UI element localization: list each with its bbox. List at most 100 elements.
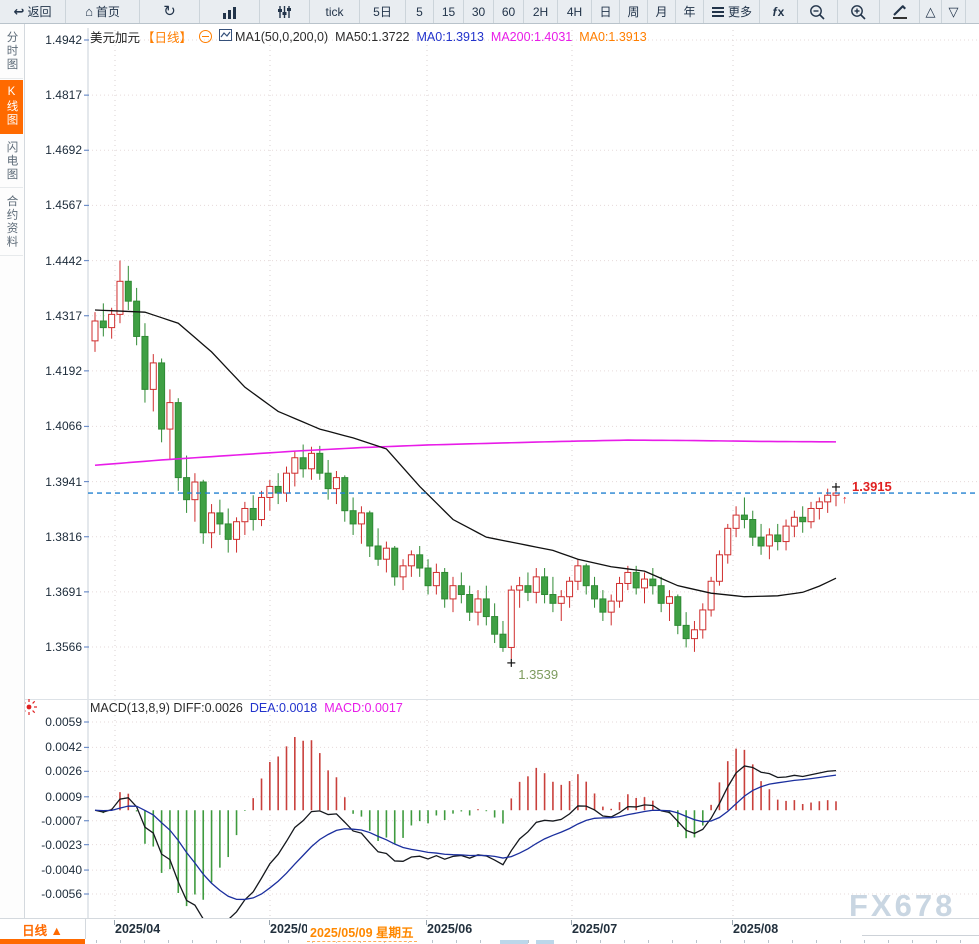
tab-kline-chart[interactable]: K线图 — [0, 79, 23, 134]
period-month-button[interactable]: 月 — [648, 0, 676, 23]
period-15-button[interactable]: 15 — [434, 0, 464, 23]
watermark: FX678 — [849, 888, 956, 923]
bar-chart-button[interactable] — [200, 0, 260, 23]
scrollbar-active-segment[interactable] — [0, 939, 85, 944]
scrollbar-thumb[interactable] — [536, 940, 554, 944]
draw-button[interactable] — [880, 0, 920, 23]
candle — [665, 596, 673, 604]
scrollbar-tick — [120, 940, 121, 943]
candle — [249, 507, 257, 521]
candle — [807, 507, 815, 523]
zoom-in-button[interactable] — [838, 0, 880, 23]
period-selector[interactable]: 日线 ▲ — [0, 919, 86, 939]
candle — [682, 624, 690, 640]
period-30-button[interactable]: 30 — [464, 0, 494, 23]
divider — [862, 935, 979, 936]
candle — [191, 481, 199, 501]
candle — [399, 565, 407, 578]
back-icon: ↩ — [13, 4, 25, 19]
scroll-down-button[interactable]: ▽ — [942, 0, 966, 23]
ma-settings: MA1(50,0,200,0) — [235, 29, 329, 44]
tab-contract-info[interactable]: 合约资料 — [0, 189, 23, 256]
period-year-button[interactable]: 年 — [676, 0, 704, 23]
scroll-up-button[interactable]: △ — [920, 0, 942, 23]
ma0-orange-value: MA0:1.3913 — [579, 29, 647, 44]
candle — [790, 516, 798, 527]
macd-histogram — [102, 736, 837, 907]
period-5d-button[interactable]: 5日 — [360, 0, 406, 23]
scrollbar-tick — [240, 940, 241, 943]
refresh-button[interactable]: ↻ — [140, 0, 200, 23]
home-button[interactable]: ⌂ 首页 — [66, 0, 140, 23]
candle — [824, 494, 832, 503]
period-week-button[interactable]: 周 — [620, 0, 648, 23]
candle — [349, 510, 357, 525]
y-axis-label: 1.3941 — [45, 474, 82, 489]
candle — [208, 512, 216, 534]
scrollbar-tick — [432, 940, 433, 943]
tab-time-chart[interactable]: 分时图 — [0, 25, 23, 79]
candle — [174, 402, 182, 479]
scrollbar-thumb[interactable] — [500, 940, 528, 944]
candle — [657, 585, 665, 604]
candle — [749, 519, 757, 538]
back-button[interactable]: ↩ 返回 — [0, 0, 66, 23]
up-arrow-marker: ↑ — [842, 494, 848, 506]
collapse-icon[interactable] — [199, 30, 213, 43]
candle — [216, 512, 224, 525]
tick-button[interactable]: tick — [310, 0, 360, 23]
candle — [424, 567, 432, 587]
candle — [724, 527, 732, 556]
period-day-button[interactable]: 日 — [592, 0, 620, 23]
candle — [341, 477, 349, 512]
x-axis-label: 2025/0 — [270, 922, 309, 936]
period-2h-button[interactable]: 2H — [524, 0, 558, 23]
candle — [441, 571, 449, 600]
scrollbar-tick — [672, 940, 673, 943]
top-toolbar: ↩ 返回 ⌂ 首页 ↻ tick 5日 5 15 30 60 2H 4H 日周月年更多 fx △ ▽ — [0, 0, 979, 24]
scrollbar-tick — [960, 940, 961, 943]
macd-diff-value: MACD(13,8,9) DIFF:0.0026 — [90, 701, 243, 715]
macd-y-axis-label: 0.0042 — [45, 740, 82, 755]
candle — [457, 585, 465, 596]
zoom-out-button[interactable] — [798, 0, 838, 23]
y-axis-label: 1.4692 — [45, 143, 82, 158]
scrollbar-tick — [816, 940, 817, 943]
period-60-button[interactable]: 60 — [494, 0, 524, 23]
candle — [699, 609, 707, 631]
macd-y-axis-label: -0.0056 — [41, 887, 82, 901]
candle — [282, 472, 290, 494]
more-button[interactable]: 更多 — [704, 0, 760, 23]
x-axis-label: 2025/04 — [115, 922, 161, 936]
candle — [599, 598, 607, 613]
candle-chart-icon — [277, 5, 292, 19]
fx-button[interactable]: fx — [760, 0, 798, 23]
period-5-button[interactable]: 5 — [406, 0, 434, 23]
candle-chart-button[interactable] — [260, 0, 310, 23]
ma-chart-icon[interactable] — [219, 29, 233, 44]
macd-header: MACD(13,8,9) DIFF:0.0026 DEA:0.0018 MACD… — [90, 701, 403, 715]
y-axis-label: 1.4817 — [45, 88, 82, 103]
candle — [765, 534, 773, 547]
gridlines — [0, 28, 979, 918]
candle — [641, 578, 649, 589]
candle — [566, 580, 574, 598]
candle — [591, 585, 599, 600]
period-60-button-label: 60 — [501, 4, 516, 19]
candle — [224, 523, 232, 540]
horizontal-scrollbar[interactable] — [0, 939, 979, 944]
left-sidebar: 分时图 K线图 闪电图 合约资料 — [0, 24, 25, 918]
period-4h-button[interactable]: 4H — [558, 0, 592, 23]
main-chart-header: 美元加元 【日线】 MA1(50,0,200,0) MA50:1.3722 MA… — [90, 27, 647, 46]
candle — [690, 629, 698, 640]
zoom-in-icon — [850, 4, 867, 20]
candle — [516, 585, 524, 591]
tab-lightning-chart[interactable]: 闪电图 — [0, 135, 23, 188]
x-axis-tick — [571, 920, 572, 925]
scrollbar-tick — [216, 940, 217, 943]
ma50-line — [94, 309, 837, 598]
candle — [99, 320, 107, 329]
macd-y-axis-label: -0.0040 — [41, 863, 82, 878]
